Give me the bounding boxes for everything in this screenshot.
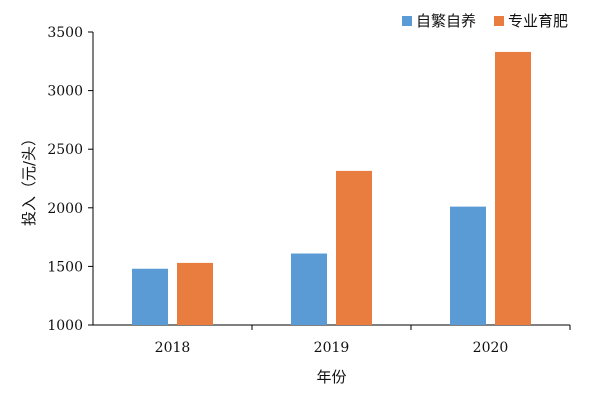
bar-series2-2019	[336, 170, 372, 325]
y-tick-label: 1500	[47, 259, 83, 275]
y-axis: 1000 1500 2000 2500 3000 3500	[47, 25, 94, 334]
legend-swatch	[494, 16, 504, 26]
legend-swatch	[402, 16, 412, 26]
x-tick-label: 2019	[314, 340, 350, 356]
chart-legend: 自繁自养 专业育肥	[402, 12, 568, 30]
y-tick-label: 3500	[47, 25, 83, 41]
legend-label: 专业育肥	[508, 12, 568, 30]
y-tick-label: 1000	[47, 318, 83, 334]
bar-series2-2018	[177, 262, 213, 325]
x-tick-label: 2020	[473, 340, 509, 356]
x-axis-title: 年份	[316, 368, 346, 386]
x-axis: 2018 2019 2020	[93, 324, 571, 356]
bar-series1-2020	[450, 206, 486, 325]
bar-series2-2020	[495, 51, 531, 325]
y-tick-label: 3000	[47, 84, 83, 100]
y-axis-title: 投入（元/头）	[20, 131, 38, 226]
y-tick-label: 2500	[47, 142, 83, 158]
legend-label: 自繁自养	[416, 12, 476, 30]
bar-series-group	[132, 51, 531, 325]
x-tick-label: 2018	[155, 340, 191, 356]
y-tick-label: 2000	[47, 201, 83, 217]
bar-series1-2018	[132, 268, 168, 325]
bar-series1-2019	[291, 253, 327, 325]
